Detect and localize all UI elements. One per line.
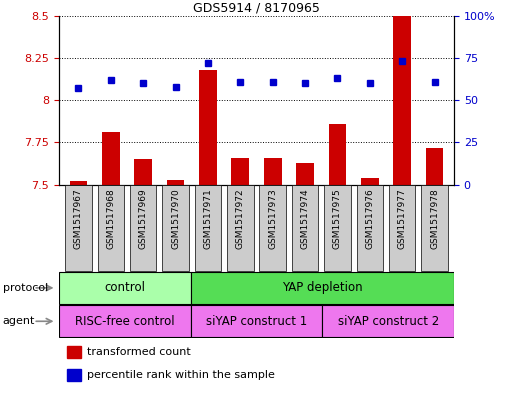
Bar	[167, 180, 185, 185]
FancyBboxPatch shape	[322, 305, 454, 337]
Text: GSM1517972: GSM1517972	[236, 188, 245, 249]
Bar	[231, 158, 249, 185]
FancyBboxPatch shape	[357, 185, 383, 271]
FancyBboxPatch shape	[194, 185, 221, 271]
Text: GSM1517974: GSM1517974	[301, 188, 309, 249]
Text: GSM1517973: GSM1517973	[268, 188, 277, 249]
Text: GSM1517971: GSM1517971	[204, 188, 212, 249]
Bar	[393, 16, 411, 185]
Text: siYAP construct 2: siYAP construct 2	[338, 315, 439, 328]
FancyBboxPatch shape	[191, 305, 322, 337]
FancyBboxPatch shape	[65, 185, 92, 271]
FancyBboxPatch shape	[59, 305, 191, 337]
Text: GSM1517976: GSM1517976	[365, 188, 374, 249]
Bar	[134, 159, 152, 185]
Bar	[199, 70, 217, 185]
Text: RISC-free control: RISC-free control	[75, 315, 174, 328]
FancyBboxPatch shape	[421, 185, 448, 271]
FancyBboxPatch shape	[292, 185, 319, 271]
Text: GSM1517968: GSM1517968	[106, 188, 115, 249]
FancyBboxPatch shape	[162, 185, 189, 271]
Text: siYAP construct 1: siYAP construct 1	[206, 315, 307, 328]
FancyBboxPatch shape	[191, 272, 454, 304]
Text: transformed count: transformed count	[87, 347, 190, 357]
Bar	[426, 147, 443, 185]
Bar	[67, 346, 81, 358]
Text: percentile rank within the sample: percentile rank within the sample	[87, 370, 274, 380]
Text: control: control	[104, 281, 145, 294]
Text: GSM1517977: GSM1517977	[398, 188, 407, 249]
FancyBboxPatch shape	[97, 185, 124, 271]
FancyBboxPatch shape	[389, 185, 416, 271]
Text: GSM1517970: GSM1517970	[171, 188, 180, 249]
Text: GSM1517969: GSM1517969	[139, 188, 148, 249]
Text: YAP depletion: YAP depletion	[282, 281, 363, 294]
Bar	[361, 178, 379, 185]
Title: GDS5914 / 8170965: GDS5914 / 8170965	[193, 2, 320, 15]
FancyBboxPatch shape	[59, 272, 191, 304]
Text: GSM1517975: GSM1517975	[333, 188, 342, 249]
Bar	[67, 369, 81, 381]
Text: GSM1517967: GSM1517967	[74, 188, 83, 249]
FancyBboxPatch shape	[260, 185, 286, 271]
Bar	[264, 158, 282, 185]
Text: protocol: protocol	[3, 283, 48, 293]
FancyBboxPatch shape	[227, 185, 253, 271]
Bar	[70, 181, 87, 185]
Bar	[102, 132, 120, 185]
Text: agent: agent	[3, 316, 35, 326]
Bar	[296, 163, 314, 185]
Text: GSM1517978: GSM1517978	[430, 188, 439, 249]
FancyBboxPatch shape	[324, 185, 351, 271]
FancyBboxPatch shape	[130, 185, 156, 271]
Bar	[328, 124, 346, 185]
